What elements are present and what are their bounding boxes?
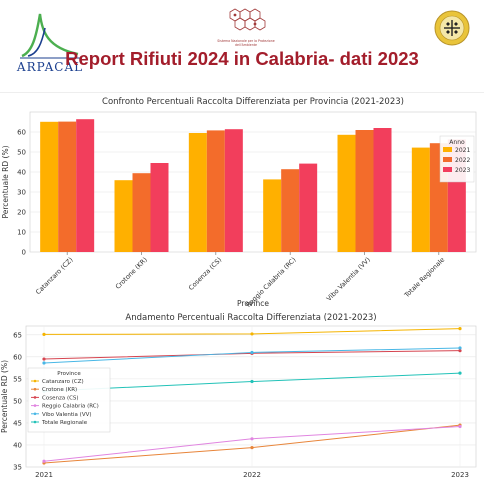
arpacal-mountain-icon: [20, 13, 80, 59]
line-y-tick-label: 55: [13, 375, 22, 383]
line-point-4-0: [42, 361, 46, 365]
bar-y-axis-label: Percentuale RD (%): [1, 145, 10, 218]
line-point-2-0: [42, 357, 46, 361]
report-header: ARPACAL Sistema Nazionale per la Protezi…: [0, 0, 484, 92]
bar-legend: [439, 135, 475, 183]
snpa-logo-text: Sistema Nazionale per la Protezione dell…: [217, 39, 275, 47]
bar-x-tick-label: Crotone (KR): [114, 256, 149, 291]
line-chart: 35 40 45 50 55 60 65 2021 2022 2023 Percentuale RD…: [0, 313, 477, 479]
bar-2021-1: [114, 180, 133, 252]
bar-x-tick-label: Totale Regionale: [402, 256, 446, 300]
bar-2022-0: [58, 121, 77, 252]
bar-x-tick-label: Cosenza (CS): [187, 256, 223, 292]
bar-legend-label-2022: 2022: [455, 157, 470, 164]
bar-y-tick-label: 50: [17, 149, 26, 157]
line-point-2-2: [458, 349, 462, 353]
bar-y-tick-label: 40: [17, 169, 26, 177]
bar-legend-swatch-2022: [443, 157, 452, 162]
line-legend-label-4: Vibo Valentia (VV): [42, 412, 92, 418]
line-point-3-1: [250, 437, 254, 441]
line-x-tick-label: 2021: [35, 471, 53, 479]
bar-2022-1: [132, 173, 151, 252]
bar-y-tick-label: 30: [17, 189, 26, 197]
line-y-tick-label: 60: [13, 353, 22, 361]
line-legend-marker-4: [33, 412, 37, 416]
bar-y-tick-label: 60: [17, 129, 26, 137]
line-point-4-2: [458, 346, 462, 350]
line-legend-marker-5: [33, 420, 37, 424]
line-point-0-1: [250, 332, 254, 336]
line-point-5-1: [250, 379, 254, 384]
bar-x-tick-label: Catanzaro (CZ): [34, 256, 74, 296]
report-title: Report Rifiuti 2024 in Calabria- dati 20…: [65, 48, 419, 69]
bar-2023-4: [373, 128, 392, 252]
line-y-tick-label: 50: [13, 397, 22, 405]
line-legend: [27, 367, 111, 433]
line-legend-label-0: Catanzaro (CZ): [42, 379, 84, 385]
line-legend-marker-3: [33, 404, 37, 407]
line-y-tick-label: 40: [13, 441, 22, 449]
line-chart-title: Andamento Percentuali Raccolta Differenz…: [125, 313, 376, 323]
line-y-tick-label: 45: [13, 419, 22, 427]
line-legend-marker-1: [33, 387, 37, 391]
line-point-1-1: [250, 446, 254, 450]
line-y-tick-label: 35: [13, 464, 22, 472]
bar-2023-3: [299, 163, 318, 252]
bar-2021-3: [263, 179, 282, 252]
bar-2021-0: [40, 121, 59, 252]
line-y-tick-label: 65: [13, 331, 22, 339]
line-point-0-2: [458, 327, 462, 331]
bar-legend-swatch-2021: [443, 147, 452, 152]
line-legend-label-2: Cosenza (CS): [42, 395, 79, 401]
bar-2022-4: [355, 130, 374, 252]
bar-legend-swatch-2023: [443, 167, 452, 172]
bar-x-axis-label: Province: [237, 299, 269, 308]
bar-chart: 0 10 20 30 40 50 60 Percentuale RD (%) Confronto…: [1, 97, 477, 309]
bar-2023-0: [76, 119, 95, 252]
bar-legend-title: Anno: [449, 139, 465, 146]
bar-2023-1: [150, 163, 169, 252]
line-point-3-2: [458, 424, 462, 429]
bar-2021-5: [411, 147, 430, 252]
line-legend-title: Province: [57, 371, 81, 377]
bar-x-tick-label: Vibo Valentia (VV): [325, 256, 372, 303]
regione-calabria-seal-icon: [434, 10, 470, 46]
bar-chart-title: Confronto Percentuali Raccolta Differenz…: [102, 97, 404, 107]
arpacal-logo-text: ARPACAL: [16, 60, 84, 74]
bar-2022-3: [281, 169, 300, 252]
line-legend-marker-2: [33, 396, 37, 399]
bar-y-tick-label: 10: [17, 229, 26, 237]
arpacal-logo: ARPACAL: [12, 8, 88, 80]
bar-y-tick-label: 20: [17, 209, 26, 217]
header-divider: [0, 92, 484, 93]
line-point-0-0: [42, 332, 46, 336]
hexagon-network-icon: [229, 8, 266, 31]
snpa-logo: Sistema Nazionale per la Protezione dell…: [210, 6, 282, 48]
line-point-5-2: [458, 371, 462, 375]
bar-legend-label-2021: 2021: [455, 147, 470, 154]
line-y-axis-label: Percentuale RD (%): [0, 360, 9, 433]
line-legend-label-5: Totale Regionale: [41, 420, 88, 426]
bar-legend-label-2023: 2023: [455, 167, 470, 174]
bar-2023-2: [224, 129, 243, 252]
line-point-3-0: [42, 459, 46, 463]
line-x-tick-label: 2023: [451, 471, 469, 479]
bar-2022-2: [206, 130, 225, 252]
line-legend-label-1: Crotone (KR): [42, 387, 77, 393]
line-x-tick-label: 2022: [243, 471, 261, 479]
bar-2021-4: [337, 134, 356, 252]
line-legend-marker-0: [33, 379, 37, 383]
line-point-4-1: [250, 350, 254, 355]
bar-y-tick-label: 0: [22, 249, 26, 257]
bar-plot-area: [29, 111, 477, 253]
bar-2021-2: [188, 133, 207, 252]
line-legend-label-3: Reggio Calabria (RC): [42, 404, 99, 410]
